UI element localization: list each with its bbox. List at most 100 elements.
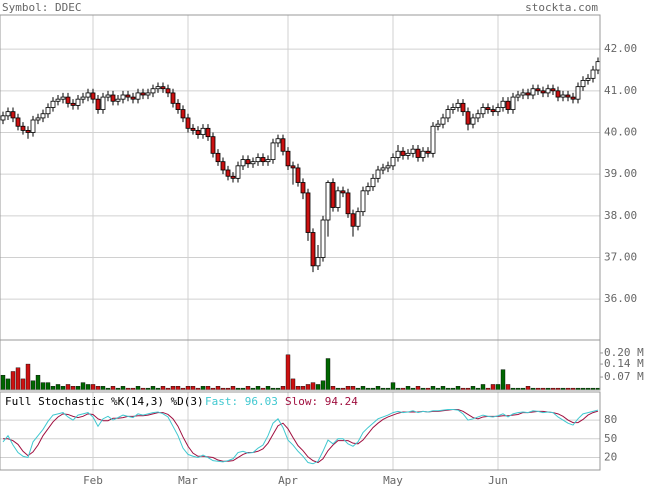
stochastic-line <box>2 408 599 465</box>
y-tick-label: 0.07 M <box>604 370 644 383</box>
candle-body <box>550 88 556 92</box>
volume-bar <box>390 382 396 391</box>
candle-body <box>355 211 361 227</box>
candle-body <box>540 90 546 94</box>
y-tick-label: 42.00 <box>604 42 637 55</box>
volume-bar <box>285 354 291 391</box>
candle-body <box>185 117 191 129</box>
volume-bar <box>290 378 296 391</box>
volume-bar <box>345 386 351 391</box>
volume-bar <box>170 386 176 391</box>
candle-body <box>525 92 531 96</box>
candle-body <box>350 213 356 227</box>
y-tick-label: 41.00 <box>604 84 637 97</box>
volume-bar <box>495 384 501 391</box>
candle-body <box>80 96 86 100</box>
candle-body <box>250 161 256 165</box>
candle-body <box>280 138 286 152</box>
panel-frame <box>0 391 601 471</box>
candle-body <box>490 109 496 113</box>
volume-bar <box>525 386 531 391</box>
candle-body <box>190 127 196 131</box>
candle-body <box>235 165 241 179</box>
candle-body <box>155 86 161 90</box>
candle-body <box>555 90 561 98</box>
volume-bar <box>35 374 41 391</box>
candle-body <box>160 86 166 90</box>
y-tick-label: 38.00 <box>604 209 637 222</box>
candle-body <box>140 92 146 96</box>
candle-body <box>150 88 156 94</box>
candle-body <box>165 88 171 94</box>
candle-body <box>115 98 121 102</box>
candle-body <box>255 157 261 163</box>
candle-body <box>445 109 451 119</box>
candle-body <box>500 100 506 108</box>
volume-bar <box>320 380 326 391</box>
volume-bar <box>65 384 71 391</box>
candle-body <box>100 96 106 110</box>
volume-bar <box>50 386 56 391</box>
candle-body <box>530 88 536 96</box>
candle-body <box>135 92 141 100</box>
volume-bar <box>190 386 196 391</box>
candle-body <box>345 192 351 215</box>
y-tick-label: 80 <box>604 413 617 426</box>
volume-bar <box>330 386 336 391</box>
candle-body <box>175 102 181 110</box>
candle-body <box>200 127 206 135</box>
candle-body <box>365 186 371 192</box>
candle-body <box>405 152 411 156</box>
volume-bar <box>30 380 36 391</box>
legend-entry: Fast: 96.03 <box>205 395 278 408</box>
candle-body <box>20 125 26 131</box>
candle-body <box>230 175 236 179</box>
candle-body <box>510 96 516 110</box>
candle-body <box>105 94 111 98</box>
candle-body <box>30 119 36 133</box>
symbol: Symbol: DDEC <box>2 1 81 14</box>
volume-bar <box>70 386 76 391</box>
candle-body <box>595 61 601 71</box>
candle-body <box>545 88 551 94</box>
candle-body <box>565 94 571 98</box>
x-tick-label: Mar <box>178 474 198 486</box>
candle-body <box>340 190 346 194</box>
candle-body <box>85 92 91 98</box>
candle-body <box>120 94 126 100</box>
candle-body <box>535 88 541 92</box>
candle-body <box>40 113 46 119</box>
volume-bar <box>40 382 46 391</box>
candle-body <box>305 192 311 233</box>
candle-body <box>395 150 401 158</box>
volume-bar <box>280 386 286 391</box>
volume-bar <box>135 386 141 391</box>
volume-bar <box>75 386 81 391</box>
volume-bar <box>440 386 446 391</box>
volume-bar <box>350 386 356 391</box>
x-tick-label: Jun <box>488 474 508 486</box>
candle-body <box>385 165 391 169</box>
site: stockta.com <box>525 1 598 14</box>
candle-body <box>520 92 526 96</box>
volume-bar <box>375 386 381 391</box>
candle-body <box>430 125 436 154</box>
volume-bar <box>360 386 366 391</box>
candle-body <box>485 107 491 110</box>
candle-body <box>400 150 406 156</box>
candle-body <box>335 190 341 208</box>
panel-frame <box>0 339 601 391</box>
candle-body <box>360 190 366 213</box>
volume-bar <box>305 384 311 391</box>
candle-body <box>415 148 421 158</box>
candle-body <box>475 113 481 119</box>
volume-bar <box>255 386 261 391</box>
candle-body <box>370 177 376 188</box>
candle-body <box>180 109 186 119</box>
volume-bar <box>300 386 306 391</box>
volume-bar <box>230 386 236 391</box>
volume-bar <box>60 386 66 391</box>
candle-body <box>15 117 21 127</box>
candle-body <box>300 182 306 194</box>
volume-bar <box>470 386 476 391</box>
